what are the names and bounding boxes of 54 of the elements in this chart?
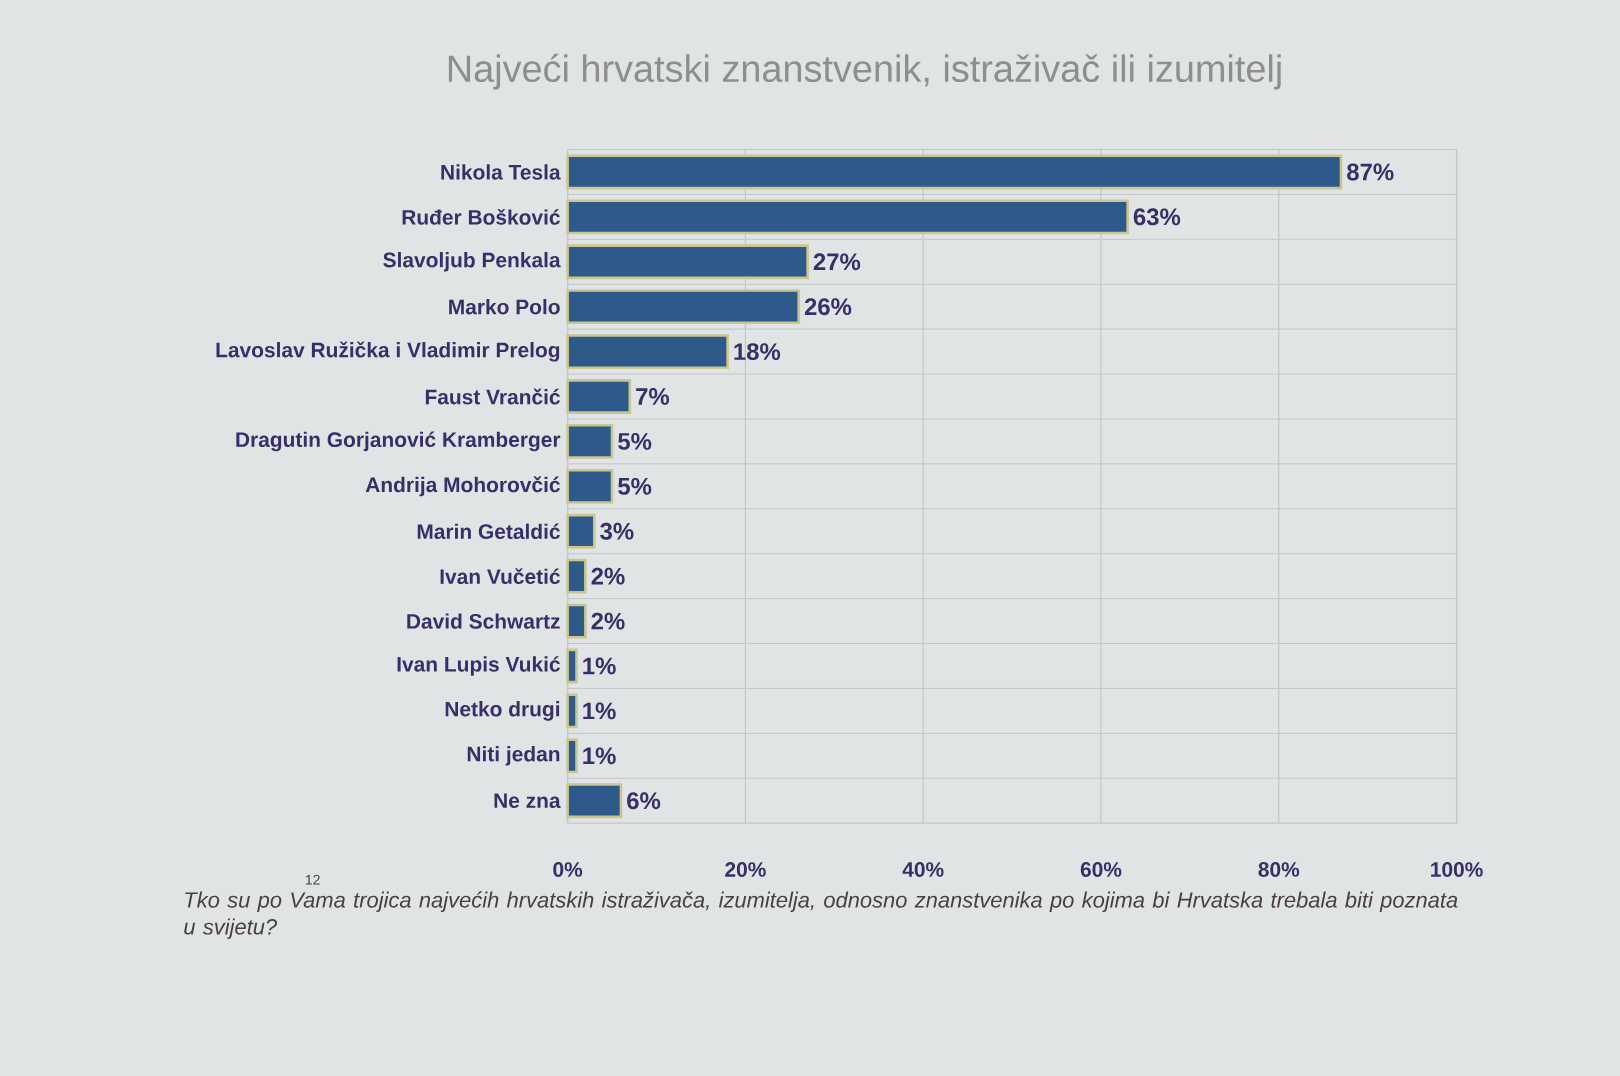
chart-title: Najveći hrvatski znanstvenik, istraživač ili izumitelj [448,53,1281,90]
x-tick-label: 100% [1431,861,1483,877]
data-label: 18% [734,342,781,360]
x-tick-label: 40% [902,861,944,877]
data-label: 27% [813,253,861,271]
text: 12 [305,874,320,885]
x-tick-label: 20% [725,861,766,877]
y-tick-label: Ivan Vučetić [440,568,560,584]
bar [566,648,578,684]
x-tick-label: 80% [1258,861,1300,877]
y-tick-label: Nikola Tesla [441,164,561,180]
y-tick-label: Marko Polo [449,298,560,315]
y-tick-label: Slavoljub Penkala [383,251,561,272]
data-label: 26% [804,298,852,315]
data-label: 2% [591,612,625,630]
bar [566,738,578,774]
bar [566,378,632,414]
data-label: 63% [1133,208,1181,226]
data-label: 6% [627,792,661,810]
y-tick-label: Ne zna [494,793,561,808]
y-tick-label: David Schwartz [407,613,560,629]
bar [566,199,1129,235]
y-tick-label: Faust Vrančić [425,388,560,405]
data-label: 3% [600,522,634,540]
text: Tko su po Vama trojica najvećih hrvatskih istraživača, izumitelja, odnosno znanstvenika po kojima bi Hrvatska trebala biti poznata u svijetu? [184,891,1458,939]
data-label: 87% [1347,163,1394,181]
data-label: 1% [583,657,616,675]
data-label: 5% [618,477,652,495]
bar [566,289,801,324]
bar [566,423,614,459]
bar [566,154,1343,190]
y-tick-label: Ivan Lupis Vukić [397,655,560,676]
y-tick-label: Ruđer Bošković [402,208,560,225]
y-tick-label: Dragutin Gorjanović Kramberger [236,431,561,452]
bar [566,513,596,549]
bar [566,603,587,639]
bar [566,693,578,729]
y-tick-label: Marin Getaldić [417,523,560,539]
bar [566,334,729,369]
data-label: 1% [583,747,616,765]
x-tick-label: 60% [1080,861,1122,877]
data-label: 2% [591,567,625,585]
x-tick-label: 0% [553,861,583,877]
y-tick-label: Netko drugi [445,700,560,721]
data-label: 7% [636,387,670,405]
bar [566,783,623,819]
y-tick-label: Andrija Mohorovčić [365,476,560,497]
bar [566,468,614,504]
y-tick-label: Lavoslav Ružička i Vladimir Prelog [216,341,560,362]
y-tick-label: Niti jedan [467,745,560,766]
bar [566,244,809,280]
bar [566,558,587,594]
data-label: 1% [583,702,616,720]
data-label: 5% [618,432,652,450]
